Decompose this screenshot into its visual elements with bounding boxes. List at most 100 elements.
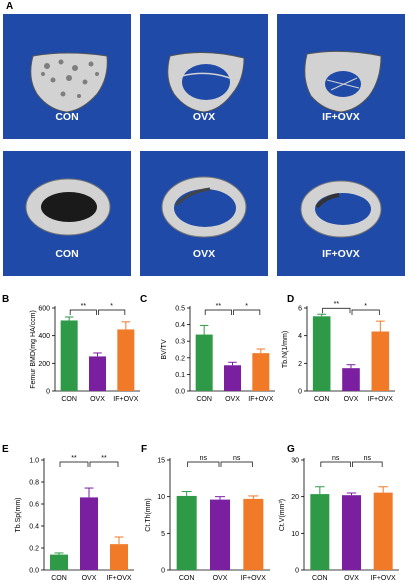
y-axis-label: Ct.V(mm³) [279,499,286,531]
y-tick-label: 0.0 [175,389,185,396]
y-tick-label: 400 [38,333,50,340]
y-tick-label: 0.6 [29,502,39,509]
x-tick-label: CON [314,396,330,403]
y-tick-label: 0.3 [175,339,185,346]
bar-ovx [210,499,230,570]
y-tick-label: 4 [298,333,302,340]
panel-letter: B [2,294,9,305]
bar-ifovx [373,492,393,570]
ct-tile-con-trabecular: CON [3,14,131,139]
x-tick-label: IF+OVX [113,396,138,403]
bar-ifovx [371,331,390,391]
ct-tile-ovx-trabecular: OVX [140,14,268,139]
significance-bracket [69,309,97,315]
significance-label: * [245,303,248,310]
y-tick-label: 0.5 [175,306,185,313]
x-tick-label: IF+OVX [248,396,273,403]
bar-ifovx [252,353,270,391]
significance-bracket [89,461,119,467]
significance-label: ** [334,301,340,308]
panel-letter-a: A [6,1,14,12]
chart-panel-f: F 0 5 10 15 Ct.Th(mm) CON OVX IF+OVX ns ns [141,444,270,582]
y-tick-label: 0.2 [175,355,185,362]
panel-letter: C [140,294,147,305]
bar-con [195,334,213,391]
bar-ovx [342,495,361,570]
significance-bracket [322,307,351,314]
bar-con [50,554,68,570]
bar-con [60,320,78,391]
x-tick-label: OVX [225,396,240,403]
x-tick-label: CON [61,396,77,403]
bar-ifovx [243,498,264,570]
panel-letter: G [287,444,295,455]
x-tick-label: OVX [90,396,105,403]
y-axis-label: Femur BMD(mg HA/ccm) [30,310,37,389]
significance-bracket [351,309,380,315]
ct-label-ovx: OVX [192,248,216,260]
ct-label-con: CON [55,111,79,123]
panel-letter: D [287,294,294,305]
significance-label: * [364,303,367,310]
y-tick-label: 20 [291,494,299,501]
x-tick-label: OVX [344,575,359,582]
bar-ovx [89,356,106,391]
significance-label: * [110,303,113,310]
significance-bracket [220,461,253,467]
chart-panel-e: E 0.0 0.2 0.4 0.6 0.8 1.0 Tb.Sp(mm) CON OVX IF+OVX… [2,444,134,582]
bar-con [312,316,331,391]
x-tick-label: CON [196,396,212,403]
x-tick-label: CON [51,575,67,582]
y-axis-label: BV/TV [161,339,168,360]
significance-label: ** [71,455,77,462]
x-tick-label: CON [312,575,328,582]
trabecular-bone-image [30,52,108,113]
significance-bracket [320,461,351,467]
y-tick-label: 0.0 [29,568,39,575]
y-tick-label: 0 [161,568,165,575]
bar-con [310,494,330,570]
ct-label-ifovx: IF+OVX [322,248,360,260]
chart-panel-g: G 0 10 20 30 Ct.V(mm³) CON OVX IF+OVX ns ns [279,444,399,582]
x-tick-label: IF+OVX [106,575,131,582]
y-tick-label: 200 [38,361,50,368]
bar-ovx [342,368,360,391]
y-axis-label: Ct.Th(mm) [145,498,152,531]
y-tick-label: 10 [157,494,165,501]
ct-label-ifovx: IF+OVX [322,111,360,123]
significance-label: ** [101,455,107,462]
ct-tile-ifovx-cortical: IF+OVX [277,151,405,276]
ct-label-con: CON [55,248,79,260]
bar-ifovx [117,329,135,391]
significance-label: ** [81,303,87,310]
x-tick-label: OVX [82,575,97,582]
significance-bracket [233,309,261,315]
y-tick-label: 0 [295,568,299,575]
y-axis-label: Tb.Sp(mm) [15,498,22,533]
bar-con [176,495,197,570]
panel-letter: E [2,444,9,455]
ct-tile-ovx-cortical: OVX [140,151,268,276]
y-tick-label: 15 [157,458,165,465]
y-tick-label: 10 [291,531,299,538]
y-tick-label: 5 [161,531,165,538]
significance-label: ns [332,455,340,462]
panel-letter: F [141,444,147,455]
significance-bracket [204,309,232,315]
trabecular-bone-image [167,51,245,113]
ct-tile-ifovx-trabecular: IF+OVX [277,14,405,139]
ct-tile-con-cortical: CON [3,151,131,276]
y-tick-label: 0 [298,389,302,396]
x-tick-label: IF+OVX [368,396,393,403]
x-tick-label: OVX [344,396,359,403]
significance-label: ns [364,455,372,462]
y-tick-label: 0.8 [29,480,39,487]
significance-label: ns [200,455,208,462]
x-tick-label: IF+OVX [371,575,396,582]
bar-ovx [80,497,98,570]
bar-ifovx [110,544,128,570]
y-tick-label: 30 [291,458,299,465]
significance-label: ns [233,455,241,462]
